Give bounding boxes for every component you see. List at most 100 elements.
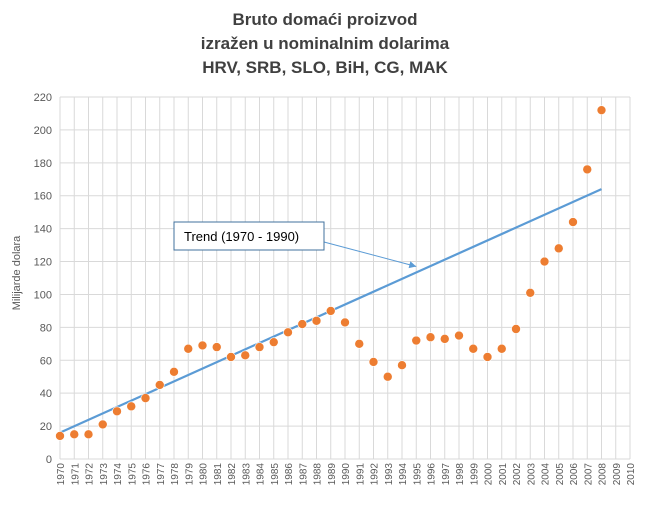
x-tick-label: 1972 bbox=[85, 463, 96, 486]
data-point bbox=[283, 327, 293, 338]
y-tick-label: 180 bbox=[34, 158, 52, 170]
x-tick-label: 1982 bbox=[227, 463, 238, 486]
data-point bbox=[325, 306, 336, 316]
x-tick-label: 1996 bbox=[427, 463, 438, 486]
data-point bbox=[183, 343, 194, 354]
x-tick-label: 1993 bbox=[384, 463, 395, 486]
data-point bbox=[69, 429, 80, 440]
data-point bbox=[340, 317, 350, 328]
x-tick-label: 1980 bbox=[199, 463, 210, 486]
x-tick-label: 2007 bbox=[583, 463, 594, 486]
x-tick-label: 2004 bbox=[541, 463, 552, 486]
data-point bbox=[169, 366, 179, 377]
annotation-arrow bbox=[323, 241, 417, 267]
chart-title: Bruto domaći proizvod izražen u nominaln… bbox=[0, 8, 650, 80]
data-point bbox=[240, 350, 251, 361]
y-tick-label: 140 bbox=[34, 224, 52, 236]
data-point bbox=[154, 380, 165, 390]
annotation-label: Trend (1970 - 1990) bbox=[184, 229, 299, 244]
chart-title-line-2: izražen u nominalnim dolarima bbox=[200, 34, 450, 53]
data-point bbox=[553, 243, 564, 254]
data-point bbox=[425, 332, 436, 343]
data-point bbox=[211, 342, 222, 352]
data-point bbox=[268, 337, 279, 347]
x-tick-label: 1988 bbox=[313, 463, 324, 486]
data-point bbox=[197, 340, 208, 351]
data-point bbox=[454, 330, 464, 341]
data-point bbox=[397, 360, 407, 371]
data-point bbox=[140, 393, 151, 403]
x-tick-label: 1977 bbox=[156, 463, 167, 486]
x-tick-label: 2005 bbox=[555, 463, 566, 486]
y-tick-label: 200 bbox=[34, 125, 52, 137]
y-tick-label: 220 bbox=[34, 92, 52, 104]
data-point bbox=[83, 429, 94, 440]
x-tick-label: 1989 bbox=[327, 463, 338, 486]
data-point bbox=[582, 164, 593, 175]
x-tick-label: 1991 bbox=[355, 463, 366, 486]
y-axis-label: Milijarde dolara bbox=[11, 235, 23, 310]
x-tick-label: 2003 bbox=[526, 463, 537, 486]
y-tick-label: 0 bbox=[46, 454, 52, 466]
x-tick-label: 1998 bbox=[455, 463, 466, 486]
x-tick-label: 1992 bbox=[370, 463, 381, 486]
data-point bbox=[368, 357, 379, 367]
data-point bbox=[511, 324, 521, 334]
x-tick-label: 2009 bbox=[612, 463, 623, 486]
x-tick-label: 1997 bbox=[441, 463, 452, 486]
y-tick-label: 40 bbox=[40, 388, 52, 400]
x-tick-label: 1999 bbox=[469, 463, 480, 486]
x-tick-label: 1983 bbox=[241, 463, 252, 486]
x-tick-label: 1974 bbox=[113, 463, 124, 486]
chart-title-line-3: HRV, SRB, SLO, BiH, CG, MAK bbox=[202, 58, 448, 77]
x-tick-label: 1971 bbox=[70, 463, 81, 486]
data-point bbox=[525, 288, 536, 298]
data-point bbox=[496, 343, 507, 354]
chart-title-line-1: Bruto domaći proizvod bbox=[232, 10, 418, 29]
data-point bbox=[382, 371, 393, 382]
x-tick-label: 1985 bbox=[270, 463, 281, 486]
data-point bbox=[297, 319, 308, 329]
x-tick-label: 1995 bbox=[412, 463, 423, 486]
data-point bbox=[97, 419, 108, 430]
data-point bbox=[568, 217, 578, 227]
x-tick-label: 2010 bbox=[626, 463, 637, 486]
x-tick-label: 2008 bbox=[598, 463, 609, 486]
data-point bbox=[354, 339, 365, 349]
data-point bbox=[311, 315, 322, 326]
y-tick-label: 100 bbox=[34, 289, 52, 301]
data-point bbox=[112, 406, 122, 417]
data-point bbox=[411, 335, 422, 346]
data-point bbox=[55, 431, 65, 441]
x-tick-label: 1976 bbox=[142, 463, 153, 486]
annotation-arrowhead bbox=[408, 261, 417, 269]
x-tick-label: 1984 bbox=[256, 463, 267, 486]
y-tick-label: 120 bbox=[34, 257, 52, 269]
y-tick-label: 160 bbox=[34, 191, 52, 203]
x-tick-label: 1986 bbox=[284, 463, 295, 486]
x-tick-label: 1978 bbox=[170, 463, 181, 486]
x-tick-label: 2000 bbox=[484, 463, 495, 486]
x-tick-label: 1990 bbox=[341, 463, 352, 486]
data-point bbox=[596, 105, 607, 115]
x-tick-label: 2001 bbox=[498, 463, 509, 486]
y-tick-label: 20 bbox=[40, 421, 52, 433]
data-point bbox=[439, 334, 450, 344]
data-point bbox=[126, 401, 137, 412]
x-tick-label: 1979 bbox=[184, 463, 195, 486]
data-point bbox=[539, 256, 550, 267]
x-tick-label: 2002 bbox=[512, 463, 523, 486]
x-tick-label: 1970 bbox=[56, 463, 67, 486]
y-tick-label: 80 bbox=[40, 322, 52, 334]
data-point bbox=[468, 343, 479, 354]
data-point bbox=[482, 352, 493, 362]
annotation-box bbox=[173, 221, 325, 251]
y-tick-label: 60 bbox=[40, 355, 52, 367]
x-tick-label: 1994 bbox=[398, 463, 409, 486]
x-tick-label: 1975 bbox=[127, 463, 138, 486]
x-tick-label: 1973 bbox=[99, 463, 110, 486]
x-tick-label: 1987 bbox=[298, 463, 309, 486]
data-point bbox=[226, 352, 236, 362]
